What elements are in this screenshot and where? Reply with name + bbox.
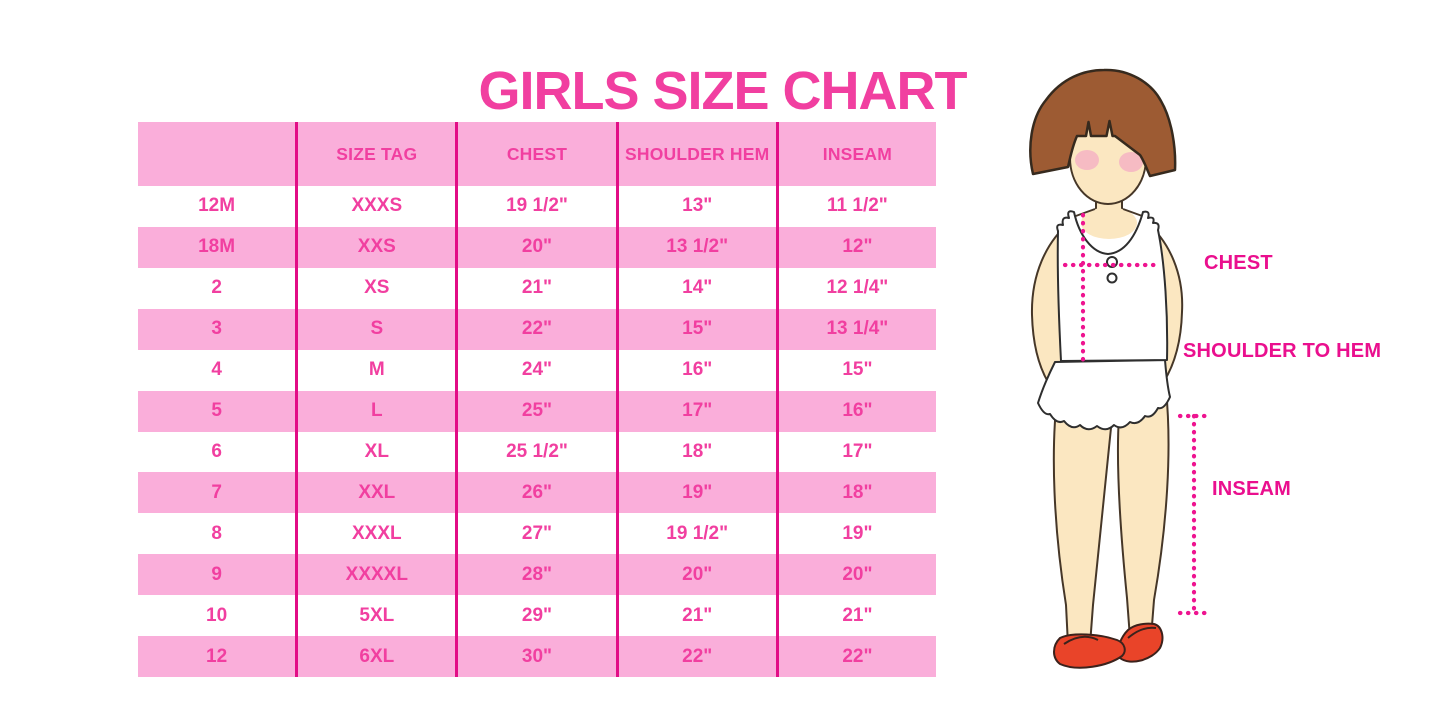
size-table-header: SIZE TAG CHEST SHOULDER HEM INSEAM bbox=[138, 122, 936, 186]
table-cell: 19 1/2" bbox=[455, 186, 615, 227]
table-row: 6 XL 25 1/2" 18" 17" bbox=[138, 431, 936, 473]
shoes-icon bbox=[1053, 622, 1164, 669]
table-cell: 22" bbox=[775, 636, 936, 678]
table-cell: 5 bbox=[211, 400, 222, 422]
table-cell: 30" bbox=[455, 636, 615, 678]
chest-label: CHEST bbox=[1204, 252, 1273, 274]
table-cell: M bbox=[295, 349, 455, 391]
blush-right bbox=[1119, 152, 1143, 172]
table-row: 12M XXXS 19 1/2" 13" 11 1/2" bbox=[138, 186, 936, 227]
column-header: CHEST bbox=[455, 122, 615, 186]
table-cell: 2 bbox=[211, 277, 222, 299]
table-cell: 19 1/2" bbox=[615, 513, 776, 555]
table-cell: 6 bbox=[211, 440, 222, 462]
table-cell: 12 bbox=[206, 645, 228, 667]
blush-left bbox=[1075, 150, 1099, 170]
table-row: 3 S 22" 15" 13 1/4" bbox=[138, 308, 936, 350]
table-cell: 20" bbox=[775, 554, 936, 596]
table-cell: 20" bbox=[455, 226, 615, 268]
table-cell: 15" bbox=[775, 349, 936, 391]
table-cell: 16" bbox=[775, 390, 936, 432]
table-row: 5 L 25" 17" 16" bbox=[138, 390, 936, 432]
table-cell: 18" bbox=[615, 431, 776, 473]
table-cell: XXS bbox=[295, 226, 455, 268]
column-header bbox=[138, 122, 295, 186]
girl-measurement-illustration bbox=[1000, 60, 1445, 723]
table-cell: XXXL bbox=[295, 513, 455, 555]
table-cell: 10 bbox=[206, 604, 228, 626]
table-cell: 20" bbox=[615, 554, 776, 596]
table-cell: 26" bbox=[455, 472, 615, 514]
column-header: SIZE TAG bbox=[295, 122, 455, 186]
skirt bbox=[1037, 359, 1171, 431]
table-cell: 5XL bbox=[295, 595, 455, 637]
table-cell: 21" bbox=[455, 267, 615, 309]
table-cell: 19" bbox=[775, 513, 936, 555]
table-cell: 7 bbox=[211, 481, 222, 503]
table-cell: 8 bbox=[211, 522, 222, 544]
table-cell: 21" bbox=[775, 595, 936, 637]
table-cell: 16" bbox=[615, 349, 776, 391]
table-cell: 14" bbox=[615, 267, 776, 309]
buttons bbox=[1106, 256, 1118, 284]
hair bbox=[1029, 68, 1177, 178]
table-row: 12 6XL 30" 22" 22" bbox=[138, 636, 936, 678]
table-cell: 12" bbox=[775, 226, 936, 268]
table-cell: L bbox=[295, 390, 455, 432]
table-row: 9 XXXXL 28" 20" 20" bbox=[138, 554, 936, 596]
top-garment bbox=[1056, 210, 1169, 362]
table-cell: XL bbox=[295, 431, 455, 473]
table-cell: 18M bbox=[198, 236, 236, 258]
column-header: INSEAM bbox=[775, 122, 936, 186]
table-cell: XXL bbox=[295, 472, 455, 514]
table-cell: 13 1/2" bbox=[615, 226, 776, 268]
table-cell: 3 bbox=[211, 318, 222, 340]
table-cell: 17" bbox=[775, 431, 936, 473]
size-table: SIZE TAG CHEST SHOULDER HEM INSEAM 12M XXXS 1… bbox=[138, 122, 936, 678]
table-cell: 21" bbox=[615, 595, 776, 637]
table-cell: 6XL bbox=[295, 636, 455, 678]
column-header: SHOULDER HEM bbox=[615, 122, 776, 186]
table-cell: 11 1/2" bbox=[775, 186, 936, 227]
table-row: 10 5XL 29" 21" 21" bbox=[138, 595, 936, 637]
table-cell: 4 bbox=[211, 359, 222, 381]
table-cell: 17" bbox=[615, 390, 776, 432]
inseam-label: INSEAM bbox=[1212, 478, 1291, 500]
table-cell: 25 1/2" bbox=[455, 431, 615, 473]
table-cell: 29" bbox=[455, 595, 615, 637]
table-cell: XS bbox=[295, 267, 455, 309]
table-cell: 18" bbox=[775, 472, 936, 514]
page-title: GIRLS SIZE CHART bbox=[478, 61, 967, 122]
table-row: 18M XXS 20" 13 1/2" 12" bbox=[138, 226, 936, 268]
table-cell: 19" bbox=[615, 472, 776, 514]
inseam-measure-line bbox=[1177, 413, 1209, 616]
table-cell: 25" bbox=[455, 390, 615, 432]
shoulder-to-hem-label: SHOULDER TO HEM bbox=[1183, 340, 1382, 362]
table-cell: 13 1/4" bbox=[775, 308, 936, 350]
table-cell: 15" bbox=[615, 308, 776, 350]
table-cell: XXXXL bbox=[295, 554, 455, 596]
table-cell: 28" bbox=[455, 554, 615, 596]
girl-figure-icon bbox=[1029, 68, 1209, 669]
table-cell: 22" bbox=[615, 636, 776, 678]
table-row: 7 XXL 26" 19" 18" bbox=[138, 472, 936, 514]
table-cell: XXXS bbox=[295, 186, 455, 227]
legs bbox=[1052, 388, 1170, 646]
table-row: 8 XXXL 27" 19 1/2" 19" bbox=[138, 513, 936, 555]
table-cell: 24" bbox=[455, 349, 615, 391]
table-row: 4 M 24" 16" 15" bbox=[138, 349, 936, 391]
table-cell: 13" bbox=[615, 186, 776, 227]
table-cell: 12M bbox=[198, 195, 236, 217]
table-cell: 22" bbox=[455, 308, 615, 350]
table-row: 2 XS 21" 14" 12 1/4" bbox=[138, 267, 936, 309]
table-cell: 12 1/4" bbox=[775, 267, 936, 309]
table-cell: 9 bbox=[211, 563, 222, 585]
table-cell: S bbox=[295, 308, 455, 350]
table-cell: 27" bbox=[455, 513, 615, 555]
